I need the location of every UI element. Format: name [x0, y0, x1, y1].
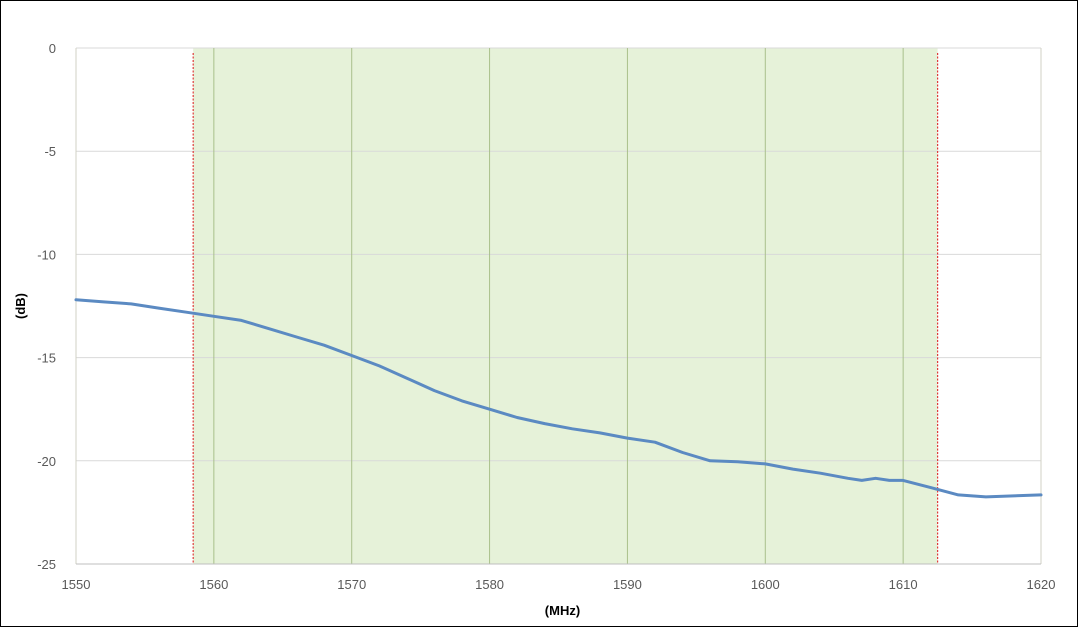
x-tick-label: 1580 [475, 577, 504, 592]
y-tick-label: -25 [37, 557, 56, 572]
y-tick-label: 0 [49, 41, 56, 56]
y-tick-label: -10 [37, 247, 56, 262]
grid-layer [75, 47, 1042, 565]
x-tick-label: 1570 [337, 577, 366, 592]
shaded-band-layer [193, 48, 938, 564]
series-line [74, 298, 1043, 499]
series-layer [74, 298, 1043, 499]
tick-label-layer: 0 -5 -10 -15 -20 -25 1550 1560 1570 1580 1590 1600 1… [37, 41, 1055, 592]
x-tick-label: 1620 [1027, 577, 1056, 592]
x-tick-label: 1590 [613, 577, 642, 592]
x-tick-label: 1550 [62, 577, 91, 592]
marker-layer [192, 53, 939, 564]
x-tick-label: 1610 [889, 577, 918, 592]
y-tick-label: -15 [37, 351, 56, 366]
shaded-band [193, 48, 938, 564]
x-axis-title: (MHz) [545, 603, 580, 618]
y-tick-label: -5 [44, 144, 56, 159]
x-tick-label: 1560 [199, 577, 228, 592]
x-tick-label: 1600 [751, 577, 780, 592]
y-tick-label: -20 [37, 454, 56, 469]
y-axis-title: (dB) [13, 293, 28, 319]
